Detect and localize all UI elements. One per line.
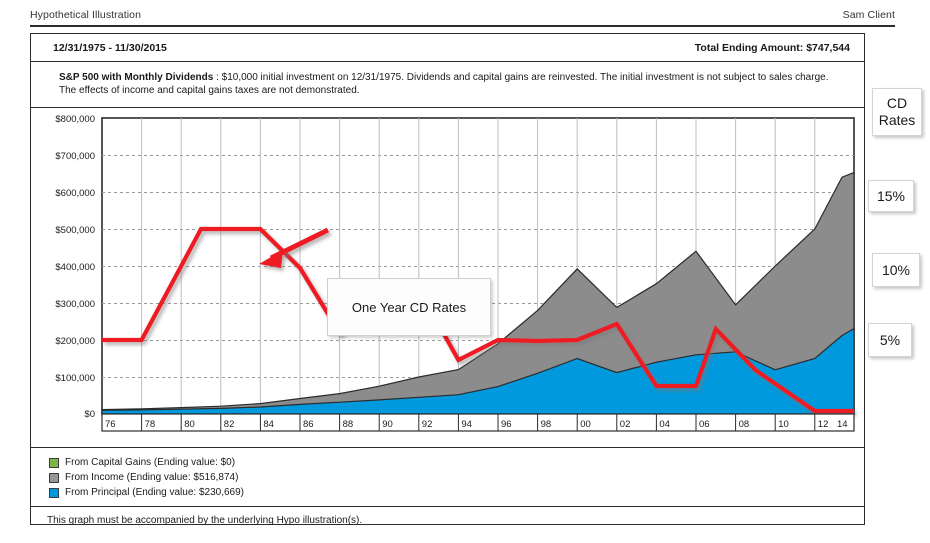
x-tick-12: 12 xyxy=(818,419,829,430)
x-axis-labels: 76 78 80 82 84 86 88 90 92 94 96 98 00 0… xyxy=(105,419,848,430)
y-tick-500k: $500,000 xyxy=(55,225,95,236)
x-tick-02: 02 xyxy=(620,419,631,430)
legend-swatch-capital-gains xyxy=(49,457,59,468)
annotation-arrow xyxy=(259,227,330,268)
cd-rates-title-line1: CD xyxy=(886,95,908,111)
x-tick-94: 94 xyxy=(461,419,472,430)
description-title: S&P 500 with Monthly Dividends xyxy=(59,72,214,83)
cd-rate-label-5: 5% xyxy=(868,323,912,357)
description-block: S&P 500 with Monthly Dividends : $10,000… xyxy=(31,62,864,108)
legend-swatch-income xyxy=(49,472,59,483)
client-name: Sam Client xyxy=(842,9,895,21)
x-tick-80: 80 xyxy=(184,419,195,430)
legend-label-principal: From Principal (Ending value: $230,669) xyxy=(65,487,244,498)
x-tick-84: 84 xyxy=(263,419,274,430)
y-tick-600k: $600,000 xyxy=(55,188,95,199)
total-ending-amount: Total Ending Amount: $747,544 xyxy=(694,41,850,54)
date-range: 12/31/1975 - 11/30/2015 xyxy=(53,41,167,54)
y-tick-0: $0 xyxy=(84,409,95,420)
x-tick-78: 78 xyxy=(145,419,156,430)
x-axis-band: 76 78 80 82 84 86 88 90 92 94 96 98 00 0… xyxy=(101,413,855,432)
y-tick-800k: $800,000 xyxy=(55,114,95,125)
x-tick-90: 90 xyxy=(382,419,393,430)
description-text: : $10,000 initial investment on 12/31/19… xyxy=(59,72,829,96)
y-tick-400k: $400,000 xyxy=(55,262,95,273)
cd-rates-callout: One Year CD Rates xyxy=(327,278,491,336)
legend-item-principal: From Principal (Ending value: $230,669) xyxy=(49,485,864,500)
y-tick-300k: $300,000 xyxy=(55,299,95,310)
x-tick-14: 14 xyxy=(837,419,848,430)
y-axis-labels: $800,000 $700,000 $600,000 $500,000 $400… xyxy=(55,114,95,420)
area-from-income xyxy=(101,171,855,415)
y-tick-700k: $700,000 xyxy=(55,151,95,162)
page-title: Hypothetical Illustration xyxy=(30,9,142,21)
x-tick-10: 10 xyxy=(778,419,789,430)
stacked-area-chart: $800,000 $700,000 $600,000 $500,000 $400… xyxy=(55,114,855,432)
x-tick-04: 04 xyxy=(659,419,670,430)
x-tick-88: 88 xyxy=(343,419,354,430)
legend-label-income: From Income (Ending value: $516,874) xyxy=(65,472,239,483)
area-from-principal xyxy=(101,327,855,415)
legend-item-income: From Income (Ending value: $516,874) xyxy=(49,470,864,485)
cd-rates-title-line2: Rates xyxy=(878,112,916,128)
chart-legend: From Capital Gains (Ending value: $0) Fr… xyxy=(31,448,864,507)
date-range-bar: 12/31/1975 - 11/30/2015 Total Ending Amo… xyxy=(31,34,864,62)
cd-rate-label-15: 15% xyxy=(868,180,914,212)
x-tick-92: 92 xyxy=(422,419,433,430)
x-tick-76: 76 xyxy=(105,419,116,430)
x-tick-00: 00 xyxy=(580,419,591,430)
chart-container: $800,000 $700,000 $600,000 $500,000 $400… xyxy=(31,108,864,448)
cd-rates-callout-label: One Year CD Rates xyxy=(351,299,467,315)
legend-swatch-principal xyxy=(49,487,59,498)
report-card: 12/31/1975 - 11/30/2015 Total Ending Amo… xyxy=(30,33,865,526)
page-header: Hypothetical Illustration Sam Client xyxy=(30,5,895,27)
x-tick-86: 86 xyxy=(303,419,314,430)
x-tick-06: 06 xyxy=(699,419,710,430)
legend-label-capital-gains: From Capital Gains (Ending value: $0) xyxy=(65,457,236,468)
y-tick-100k: $100,000 xyxy=(55,373,95,384)
x-tick-96: 96 xyxy=(501,419,512,430)
x-tick-82: 82 xyxy=(224,419,235,430)
x-tick-98: 98 xyxy=(541,419,552,430)
footer-note: This graph must be accompanied by the un… xyxy=(47,515,363,526)
legend-item-capital-gains: From Capital Gains (Ending value: $0) xyxy=(49,455,864,470)
cd-rates-line xyxy=(102,226,854,414)
cd-rates-panel-title: CD Rates xyxy=(872,88,922,136)
x-tick-08: 08 xyxy=(739,419,750,430)
cd-rate-label-10: 10% xyxy=(872,253,920,287)
y-tick-200k: $200,000 xyxy=(55,336,95,347)
